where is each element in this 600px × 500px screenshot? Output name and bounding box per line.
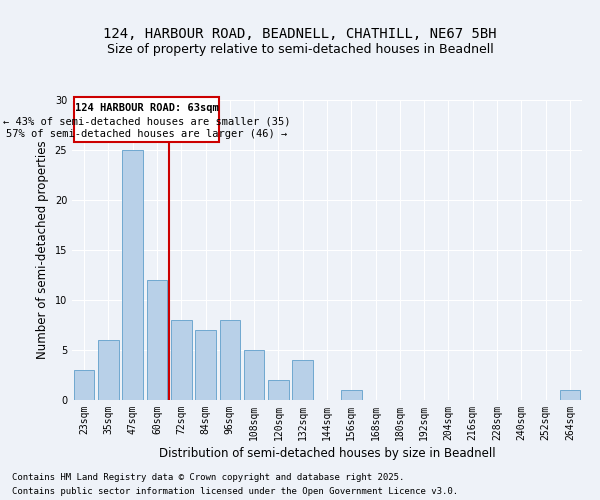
Text: 124, HARBOUR ROAD, BEADNELL, CHATHILL, NE67 5BH: 124, HARBOUR ROAD, BEADNELL, CHATHILL, N… (103, 28, 497, 42)
Text: 57% of semi-detached houses are larger (46) →: 57% of semi-detached houses are larger (… (6, 129, 287, 139)
Bar (341, 390, 362, 400)
Bar (171, 320, 191, 400)
Text: ← 43% of semi-detached houses are smaller (35): ← 43% of semi-detached houses are smalle… (2, 116, 290, 126)
Bar (195, 330, 216, 400)
Text: Contains public sector information licensed under the Open Government Licence v3: Contains public sector information licen… (12, 486, 458, 496)
Bar (244, 350, 265, 400)
Text: Size of property relative to semi-detached houses in Beadnell: Size of property relative to semi-detach… (107, 42, 493, 56)
Bar (146, 280, 167, 400)
Bar (74, 370, 94, 400)
Bar (74, 97, 219, 142)
Bar (220, 320, 240, 400)
Bar (560, 390, 580, 400)
Bar (122, 150, 143, 400)
Text: 124 HARBOUR ROAD: 63sqm: 124 HARBOUR ROAD: 63sqm (74, 104, 218, 114)
Bar (268, 380, 289, 400)
Bar (292, 360, 313, 400)
Y-axis label: Number of semi-detached properties: Number of semi-detached properties (36, 140, 49, 360)
Bar (98, 340, 119, 400)
Text: Contains HM Land Registry data © Crown copyright and database right 2025.: Contains HM Land Registry data © Crown c… (12, 473, 404, 482)
X-axis label: Distribution of semi-detached houses by size in Beadnell: Distribution of semi-detached houses by … (158, 447, 496, 460)
